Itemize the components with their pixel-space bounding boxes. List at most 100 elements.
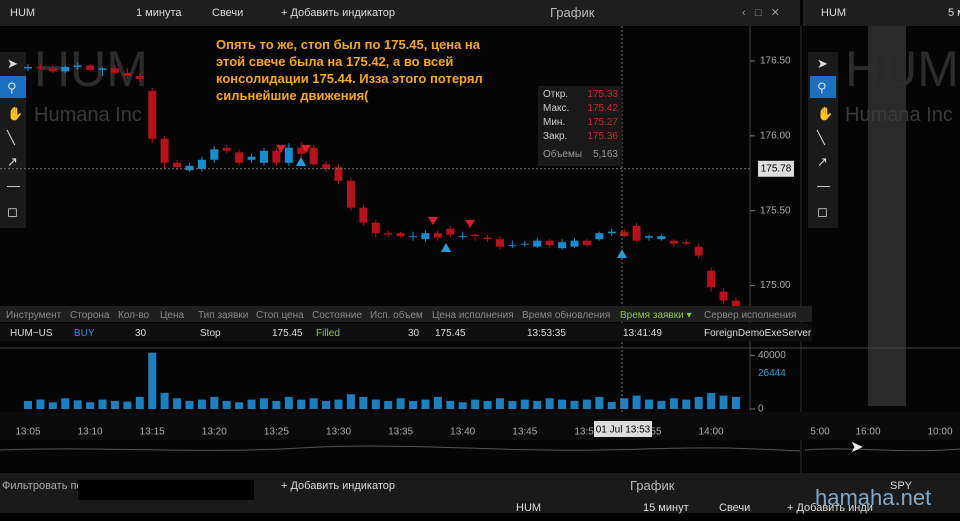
candle-body [160,138,169,163]
cursor-time-box [594,421,652,437]
volume-bar [284,396,293,409]
interval[interactable]: 1 минута [136,7,182,19]
candle-body [707,270,716,288]
y-tick-label: 175.00 [760,280,791,291]
volume-bar [495,398,504,409]
candle-body [61,66,70,72]
ohlc-value: 175.36 [587,131,618,142]
volume-bar [607,402,616,409]
volume-bar [210,396,219,409]
svg-text:➤: ➤ [817,56,828,71]
column-header: Время обновления [522,309,610,321]
volume-bar [346,394,355,409]
order-cell: 30 [135,328,147,339]
volume-bar [185,400,194,409]
candle-body [471,234,480,237]
window-buttons[interactable]: ‹ □ ✕ [742,7,780,19]
volume-bar [669,398,678,409]
svg-text:✋: ✋ [7,106,23,121]
annotation-line: этой свече была на 175.42, а во всей [216,54,453,69]
candle-body [657,236,666,240]
order-cell: Filled [316,328,340,339]
volume-bar [197,399,206,409]
candle-body [346,180,355,208]
candle-body [36,66,45,69]
svg-text:◻: ◻ [817,204,828,219]
bottom-bar: Фильтровать по + Добавить индикатор Граф… [0,473,960,514]
volume-bar [222,400,231,409]
volume-bar [657,400,666,409]
panel-title: График [630,478,675,493]
candle-body [135,75,144,79]
svg-text:◻: ◻ [7,204,18,219]
y-tick-label: 176.00 [760,130,791,141]
x-tick-label: 13:20 [202,427,227,438]
volume-bar [483,400,492,409]
order-cell: 30 [408,328,420,339]
symbol[interactable]: HUM [821,7,847,19]
column-header: Тип заявки [198,310,248,321]
candle-body [645,236,653,238]
candle-body [222,147,231,151]
add-indicator[interactable]: + Добавить индикатор [281,7,396,19]
cursor-time: 01 Jul 13:53 [596,425,651,436]
x-tick-label: 13:45 [512,427,537,438]
volume-bar [148,352,157,409]
volume-bar [645,399,653,409]
add-indicator[interactable]: + Добавить индикатор [281,480,396,492]
volume-bar [259,398,268,409]
candle-body [508,245,517,247]
svg-text:╲: ╲ [816,129,826,146]
candle-body [520,243,529,245]
candle-body [607,231,616,234]
order-cell: HUM~US [10,328,53,339]
navigator [804,448,960,452]
panel-title: График [550,5,595,20]
order-cell: 13:53:35 [527,328,566,339]
symbol[interactable]: HUM [10,7,36,19]
candle-body [334,167,343,181]
volume-bar [98,399,107,409]
x-tick-label: 13:05 [15,427,40,438]
chart-type[interactable]: Свечи [212,7,244,19]
svg-text:—: — [7,178,20,193]
annotation-line: консолидации 175.44. Изза этого потерял [216,71,483,86]
volume-bar [235,402,244,409]
candle-body [272,150,281,163]
column-header: Цена [160,310,184,321]
candle-body [24,66,32,69]
filter-input[interactable] [78,480,254,500]
filter-label: Фильтровать по [2,480,83,492]
column-header: Кол-во [118,310,150,321]
svg-text:╲: ╲ [6,129,16,146]
candle-body [259,150,268,163]
annotation-line: Опять то же, стоп был по 175.45, цена на [216,37,481,52]
last-volume: 26444 [758,368,786,379]
candle-body [247,156,256,160]
add-indicator[interactable]: + Добавить инди [787,502,873,514]
chart-type[interactable]: Свечи [719,502,751,514]
interval[interactable]: 5 м [948,7,960,19]
volume-bar [173,398,182,409]
volume-bar [371,399,380,409]
ohlc-value: 175.27 [587,117,618,128]
plot: 176.50 176.00 175.50 175.00 0 40000 26444 [24,56,791,415]
volume-bar [471,399,480,409]
symbol[interactable]: SPY [890,480,913,492]
volume-bar [570,400,579,409]
candle-body [396,233,405,237]
toolbar: HUM 1 минута Свечи + Добавить индикатор … [0,0,800,26]
candle-body [197,159,206,169]
candle-body [570,240,579,247]
ohlc-label: Макс. [543,103,569,114]
svg-text:⚲: ⚲ [7,80,17,95]
x-tick-label: 13:35 [388,427,413,438]
candle-body [731,300,740,307]
cursor-price-box [758,160,794,177]
ohlc-label: Мин. [543,117,565,128]
candle-body [359,207,368,223]
interval[interactable]: 15 минут [643,502,689,514]
symbol[interactable]: HUM [516,502,542,514]
chart-area: HUM Humana Inc HUM Humana Inc ➤⚲✋╲↗—◻ ➤⚲… [0,26,960,473]
x-tick-label: 13:50 [574,427,599,438]
